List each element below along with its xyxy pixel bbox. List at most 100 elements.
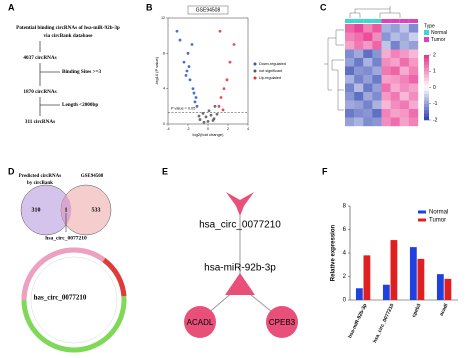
point — [191, 87, 195, 91]
x-tick-label: 0 — [207, 127, 209, 131]
point — [211, 119, 215, 122]
flow-step: 4037 circRNAs — [23, 55, 56, 61]
point — [209, 113, 213, 117]
point — [213, 104, 217, 108]
color-scale — [424, 107, 429, 111]
heat-cell — [390, 49, 400, 59]
bar — [444, 278, 452, 300]
heat-cell — [408, 66, 419, 76]
flow-filter: Length <2000bp — [62, 102, 98, 108]
heat-cell — [390, 92, 400, 101]
point — [207, 109, 211, 113]
heat-cell — [390, 66, 400, 76]
scale-label: 2 — [433, 52, 436, 58]
node-circ — [226, 192, 254, 216]
circos-track — [30, 256, 118, 344]
heat-cell — [390, 83, 400, 93]
color-scale — [424, 97, 429, 101]
point — [221, 108, 225, 112]
point — [206, 119, 210, 123]
heat-cell — [381, 92, 391, 101]
legend-swatch — [424, 37, 429, 42]
heat-cell — [399, 58, 410, 67]
network: hsa_circ_0077210 hsa-miR-92b-3p ACADL CP… — [184, 192, 298, 338]
legend-swatch — [418, 218, 426, 222]
heat-cell — [372, 92, 382, 101]
type-annotation — [372, 19, 382, 23]
heat-cell — [372, 109, 382, 118]
heat-cell — [345, 109, 355, 118]
heat-cell — [399, 92, 410, 101]
point — [188, 78, 192, 82]
heat-cell — [408, 41, 419, 50]
flow-title: via circBank database — [44, 33, 94, 39]
heat-cell — [408, 109, 419, 118]
point — [186, 51, 190, 55]
scale-label: 1 — [433, 69, 436, 75]
point — [193, 100, 197, 104]
point — [192, 91, 196, 95]
heat-cell — [345, 100, 355, 110]
y-tick-label: 8 — [163, 51, 165, 55]
flow-step: 311 circRNAs — [25, 119, 55, 125]
heat-cell — [354, 24, 364, 33]
heat-cell — [399, 100, 410, 110]
heat-cell — [345, 75, 355, 84]
point — [184, 74, 188, 77]
point — [195, 104, 199, 108]
heat-cell — [354, 83, 364, 93]
x-tick-label: hsa_circ_0077210 — [372, 303, 396, 344]
point — [182, 60, 186, 64]
heat-cell — [399, 117, 410, 127]
x-tick-label: hsa-miR-92b-3p — [347, 303, 368, 340]
heat-cell — [345, 92, 355, 101]
type-annotation — [399, 19, 409, 23]
y-tick-label: 4 — [163, 87, 165, 91]
color-scale — [424, 64, 429, 69]
heat-cell — [354, 75, 364, 84]
heat-cell — [345, 24, 355, 33]
y-tick-label: 12 — [161, 16, 165, 20]
heat-cell — [408, 83, 419, 93]
heat-cell — [408, 75, 419, 84]
color-scale — [424, 94, 429, 98]
x-tick-label: cpeb3 — [411, 303, 423, 319]
flow-filter: Binding Sites >=3 — [62, 69, 101, 75]
point — [190, 43, 194, 46]
venn-overlap-name: hsa_circ_0077210 — [45, 235, 87, 241]
heat-cell — [381, 100, 391, 110]
point — [197, 114, 201, 118]
legend-marker — [253, 62, 257, 66]
heat-cell — [354, 32, 364, 42]
heat-cell — [399, 66, 410, 76]
heat-cell — [381, 49, 391, 59]
heat-cell — [354, 117, 364, 127]
bar — [390, 240, 398, 300]
color-scale — [424, 55, 429, 59]
heat-cell — [399, 49, 410, 59]
x-tick-label: acadl — [439, 302, 450, 317]
color-scale — [424, 116, 429, 121]
color-scale — [424, 71, 429, 75]
legend-swatch — [418, 210, 426, 214]
heat-cell — [399, 83, 410, 93]
heat-cell — [381, 83, 391, 93]
heat-cell — [381, 117, 391, 127]
color-scale — [424, 77, 429, 82]
heat-cell — [408, 92, 419, 101]
heat-cell — [399, 41, 410, 50]
heat-cell — [381, 75, 391, 84]
venn-overlap — [60, 195, 71, 225]
heat-cell — [372, 49, 382, 59]
heat-cell — [363, 75, 373, 84]
type-annotation — [408, 19, 418, 23]
type-annotation — [354, 19, 364, 23]
heat-cell — [408, 100, 419, 110]
color-scale — [424, 87, 429, 92]
legend-swatch — [424, 30, 429, 35]
heat-cell — [345, 41, 355, 50]
color-scale — [424, 113, 429, 118]
venn-count: 1 — [65, 207, 68, 213]
point — [194, 96, 198, 99]
y-tick-label: 6 — [343, 227, 347, 233]
